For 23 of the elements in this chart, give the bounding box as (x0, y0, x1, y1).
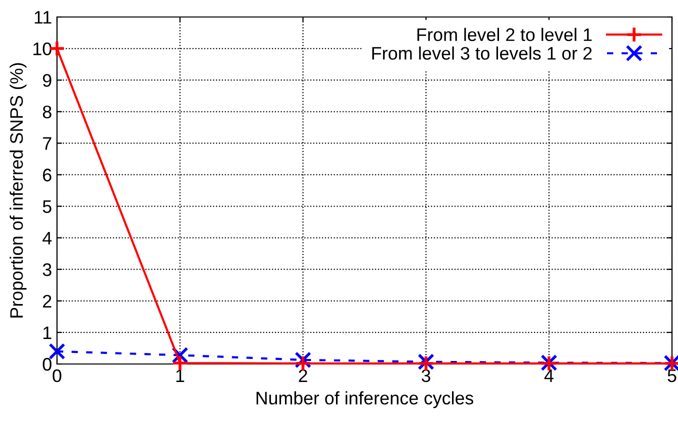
y-tick-label: 10 (33, 42, 52, 56)
x-tick-label: 0 (52, 369, 62, 382)
y-tick-label: 7 (43, 137, 52, 150)
y-tick-label: 3 (42, 263, 52, 276)
y-tick-label: 9 (42, 74, 52, 87)
x-tick-label: 2 (298, 369, 308, 382)
x-tick-label: 1 (176, 370, 184, 382)
x-axis-title: Number of inference cycles (256, 391, 474, 408)
y-tick-label: 1 (43, 326, 52, 339)
y-tick-label: 11 (34, 11, 52, 24)
x-tick-label: 5 (668, 370, 676, 382)
y-tick-label: 8 (42, 106, 52, 118)
x-tick-label: 3 (422, 369, 430, 382)
y-tick-label: 5 (42, 200, 52, 213)
y-axis-title: Proportion of inferred SNPS (%) (10, 63, 26, 318)
point (172, 354, 188, 372)
y-tick-label: 2 (43, 294, 52, 308)
legend-label: From level 3 to levels 1 or 2 (372, 46, 592, 60)
legend-label: From level 2 to level 1 (417, 28, 592, 42)
y-tick-label: 4 (42, 232, 52, 244)
y-tick-label: 0 (42, 358, 52, 371)
y-tick-label: 6 (43, 168, 52, 182)
x-tick-label: 4 (544, 370, 554, 382)
